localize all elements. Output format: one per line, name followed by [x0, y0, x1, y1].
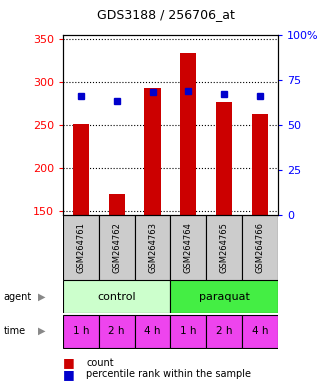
Text: count: count: [86, 358, 114, 368]
Text: 1 h: 1 h: [72, 326, 89, 336]
Text: GDS3188 / 256706_at: GDS3188 / 256706_at: [97, 8, 234, 21]
Bar: [63, 215, 99, 280]
Text: GSM264765: GSM264765: [220, 222, 229, 273]
Bar: [63, 315, 99, 348]
Text: ■: ■: [63, 356, 74, 369]
Bar: [135, 315, 170, 348]
Text: ■: ■: [63, 368, 74, 381]
Bar: [99, 315, 135, 348]
Bar: [170, 215, 206, 280]
Bar: [206, 315, 242, 348]
Bar: [63, 280, 170, 313]
Text: 4 h: 4 h: [144, 326, 161, 336]
Text: time: time: [3, 326, 25, 336]
Bar: [252, 114, 268, 215]
Text: ▶: ▶: [38, 291, 45, 302]
Text: GSM264764: GSM264764: [184, 222, 193, 273]
Text: percentile rank within the sample: percentile rank within the sample: [86, 369, 251, 379]
Bar: [242, 215, 278, 280]
Text: agent: agent: [3, 291, 31, 302]
Text: GSM264762: GSM264762: [112, 222, 121, 273]
Bar: [216, 103, 232, 215]
Text: 4 h: 4 h: [252, 326, 268, 336]
Text: 2 h: 2 h: [109, 326, 125, 336]
Text: GSM264761: GSM264761: [76, 222, 85, 273]
Bar: [99, 215, 135, 280]
Bar: [170, 280, 278, 313]
Text: ▶: ▶: [38, 326, 45, 336]
Bar: [180, 53, 197, 215]
Text: paraquat: paraquat: [199, 291, 250, 302]
Text: 2 h: 2 h: [216, 326, 232, 336]
Bar: [206, 215, 242, 280]
Text: 1 h: 1 h: [180, 326, 197, 336]
Bar: [109, 194, 125, 215]
Bar: [135, 215, 170, 280]
Bar: [73, 124, 89, 215]
Bar: [242, 315, 278, 348]
Text: GSM264763: GSM264763: [148, 222, 157, 273]
Bar: [144, 88, 161, 215]
Text: GSM264766: GSM264766: [256, 222, 264, 273]
Text: control: control: [97, 291, 136, 302]
Bar: [170, 315, 206, 348]
